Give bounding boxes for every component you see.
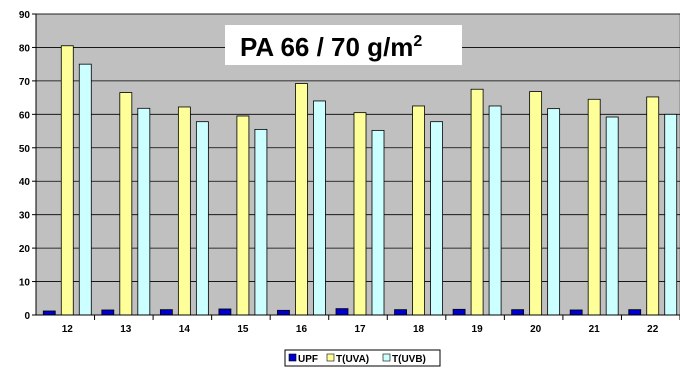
bar-tuvb-12 bbox=[78, 63, 92, 316]
bar-tuvb-18 bbox=[430, 121, 443, 316]
y-tick-label: 10 bbox=[19, 278, 31, 289]
y-tick-label: 80 bbox=[19, 43, 31, 54]
y-tick-label: 70 bbox=[19, 77, 31, 88]
chart-title: PA 66 / 70 g/m2 bbox=[240, 32, 422, 62]
x-tick-label: 14 bbox=[179, 324, 191, 335]
y-axis: 0 10 20 30 40 50 60 70 80 90 bbox=[19, 10, 37, 322]
bar-upf-12 bbox=[42, 310, 56, 316]
bar-tuva-21 bbox=[587, 98, 601, 316]
bar-tuva-13 bbox=[119, 92, 133, 316]
bar-tuva-15 bbox=[236, 115, 250, 316]
bar-tuva-16 bbox=[295, 83, 308, 316]
x-tick-label: 17 bbox=[354, 324, 366, 335]
bar-upf-21 bbox=[569, 309, 583, 316]
bar-tuva-17 bbox=[353, 112, 367, 316]
legend-box bbox=[284, 349, 441, 367]
chart-title-superscript: 2 bbox=[413, 33, 422, 50]
bar-tuva-20 bbox=[529, 91, 543, 316]
legend-label-tuvb: T(UVB) bbox=[392, 354, 426, 365]
x-tick-label: 22 bbox=[647, 324, 659, 335]
bar-upf-22 bbox=[628, 309, 642, 316]
bar-tuvb-20 bbox=[547, 108, 561, 316]
x-axis: 12 13 14 15 16 17 18 19 20 21 22 bbox=[36, 314, 680, 335]
bar-upf-18 bbox=[394, 309, 407, 316]
bar-tuvb-17 bbox=[371, 129, 385, 316]
bar-tuva-12 bbox=[60, 45, 74, 316]
bar-tuvb-21 bbox=[605, 116, 619, 316]
bar-upf-14 bbox=[159, 309, 173, 316]
legend-swatch-tuvb bbox=[382, 353, 391, 362]
chart-title-background bbox=[225, 25, 462, 65]
legend-swatch-upf bbox=[288, 353, 297, 362]
legend-label-upf: UPF bbox=[298, 354, 318, 365]
bar-tuva-22 bbox=[646, 96, 660, 316]
bar-tuvb-19 bbox=[488, 105, 502, 316]
bar-tuvb-14 bbox=[195, 121, 209, 316]
bar-upf-17 bbox=[335, 308, 349, 316]
x-tick-label: 13 bbox=[120, 324, 132, 335]
bar-upf-16 bbox=[277, 309, 290, 316]
bar-tuva-18 bbox=[412, 105, 425, 316]
y-tick-label: 50 bbox=[19, 144, 31, 155]
bar-upf-13 bbox=[101, 309, 115, 316]
x-tick-label: 15 bbox=[237, 324, 249, 335]
y-tick-label: 90 bbox=[19, 10, 31, 21]
bar-tuva-14 bbox=[177, 106, 191, 316]
y-tick-label: 0 bbox=[24, 311, 30, 322]
bar-tuva-19 bbox=[470, 88, 484, 316]
bar-tuvb-16 bbox=[313, 100, 326, 316]
y-tick-label: 20 bbox=[19, 244, 31, 255]
bar-tuvb-15 bbox=[254, 128, 268, 316]
x-tick-label: 12 bbox=[62, 324, 74, 335]
x-tick-label: 20 bbox=[530, 324, 542, 335]
bar-tuvb-13 bbox=[137, 107, 151, 316]
legend-swatch-tuva bbox=[326, 353, 335, 362]
bar-tuvb-22 bbox=[664, 113, 678, 316]
legend-label-tuva: T(UVA) bbox=[336, 354, 369, 365]
y-tick-label: 60 bbox=[19, 110, 31, 121]
x-tick-label: 16 bbox=[296, 324, 308, 335]
x-tick-label: 21 bbox=[589, 324, 601, 335]
chart-title-box: PA 66 / 70 g/m2 bbox=[225, 25, 462, 65]
x-tick-label: 19 bbox=[472, 324, 484, 335]
y-tick-label: 30 bbox=[19, 211, 31, 222]
bars bbox=[42, 45, 678, 316]
bar-upf-19 bbox=[452, 308, 466, 316]
y-tick-label: 40 bbox=[19, 177, 31, 188]
legend: UPF T(UVA) T(UVB) bbox=[284, 349, 441, 367]
bar-upf-20 bbox=[511, 309, 525, 316]
chart-title-main: PA 66 / 70 g/m bbox=[240, 32, 413, 62]
bar-upf-15 bbox=[218, 308, 232, 316]
x-tick-label: 18 bbox=[413, 324, 425, 335]
